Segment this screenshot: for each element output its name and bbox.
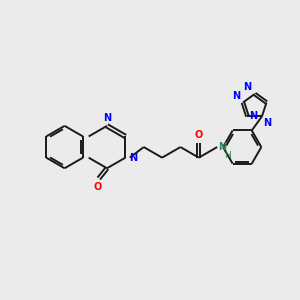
Text: O: O — [195, 130, 203, 140]
Text: N: N — [249, 111, 257, 121]
Text: N: N — [243, 82, 251, 92]
Text: N: N — [218, 142, 226, 152]
Text: H: H — [224, 151, 231, 160]
Text: O: O — [93, 182, 101, 191]
Text: N: N — [232, 91, 241, 101]
Text: N: N — [263, 118, 271, 128]
Text: N: N — [103, 113, 111, 124]
Text: N: N — [129, 153, 137, 163]
